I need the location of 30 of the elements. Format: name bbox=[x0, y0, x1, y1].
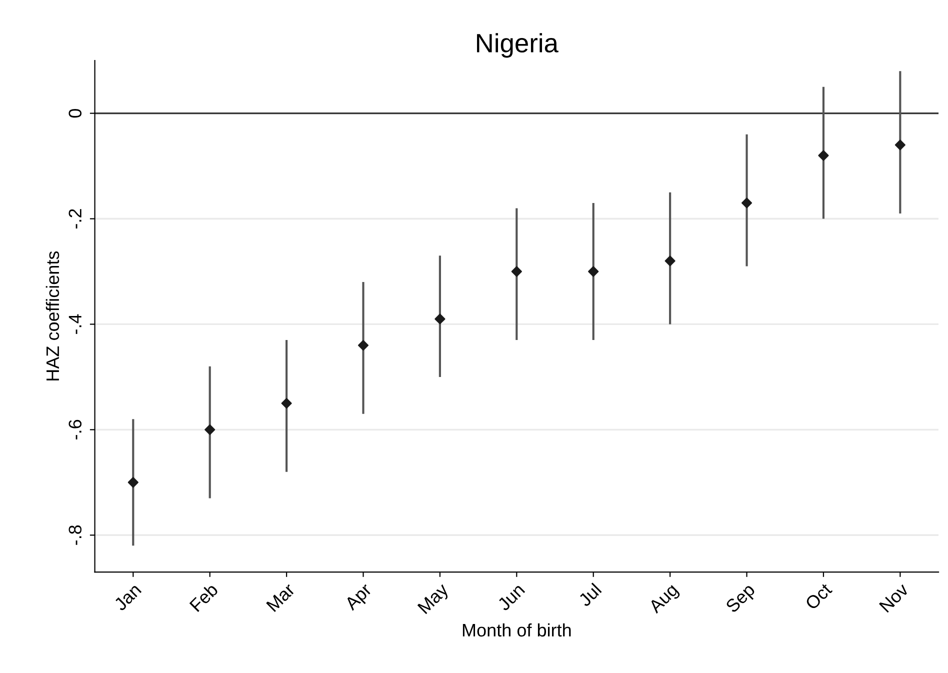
x-tick-label: May bbox=[417, 582, 452, 617]
y-tick-label: -.8 bbox=[68, 525, 82, 545]
point bbox=[281, 398, 292, 409]
chart-title: Nigeria bbox=[477, 33, 558, 58]
y-axis-title: HAZ coefficients bbox=[46, 251, 60, 380]
x-tick-label: Feb bbox=[188, 582, 219, 612]
x-tick-label: Aug bbox=[648, 583, 682, 616]
x-tick-label: Nov bbox=[878, 582, 910, 613]
x-tick-label: Oct bbox=[804, 582, 833, 610]
x-tick-label: Jun bbox=[496, 583, 526, 612]
y-tick-label: -.4 bbox=[68, 314, 82, 334]
point bbox=[588, 266, 599, 277]
y-tick-label: -.6 bbox=[68, 420, 82, 440]
point bbox=[741, 198, 752, 208]
point bbox=[894, 140, 906, 150]
point bbox=[128, 477, 138, 488]
x-tick-label: Jan bbox=[113, 583, 142, 612]
x-tick-label: Apr bbox=[344, 582, 375, 614]
x-axis-title: Month of birth bbox=[462, 623, 571, 637]
point bbox=[434, 314, 446, 324]
y-tick-label: -.2 bbox=[68, 209, 82, 228]
x-tick-label: Jul bbox=[577, 582, 602, 608]
point bbox=[204, 424, 216, 435]
y-tick-label: 0 bbox=[68, 108, 82, 118]
point bbox=[664, 256, 676, 266]
point bbox=[818, 150, 829, 161]
point bbox=[511, 266, 522, 277]
x-tick-label: Mar bbox=[266, 582, 296, 612]
x-tick-label: Sep bbox=[724, 582, 758, 616]
point bbox=[358, 340, 369, 351]
